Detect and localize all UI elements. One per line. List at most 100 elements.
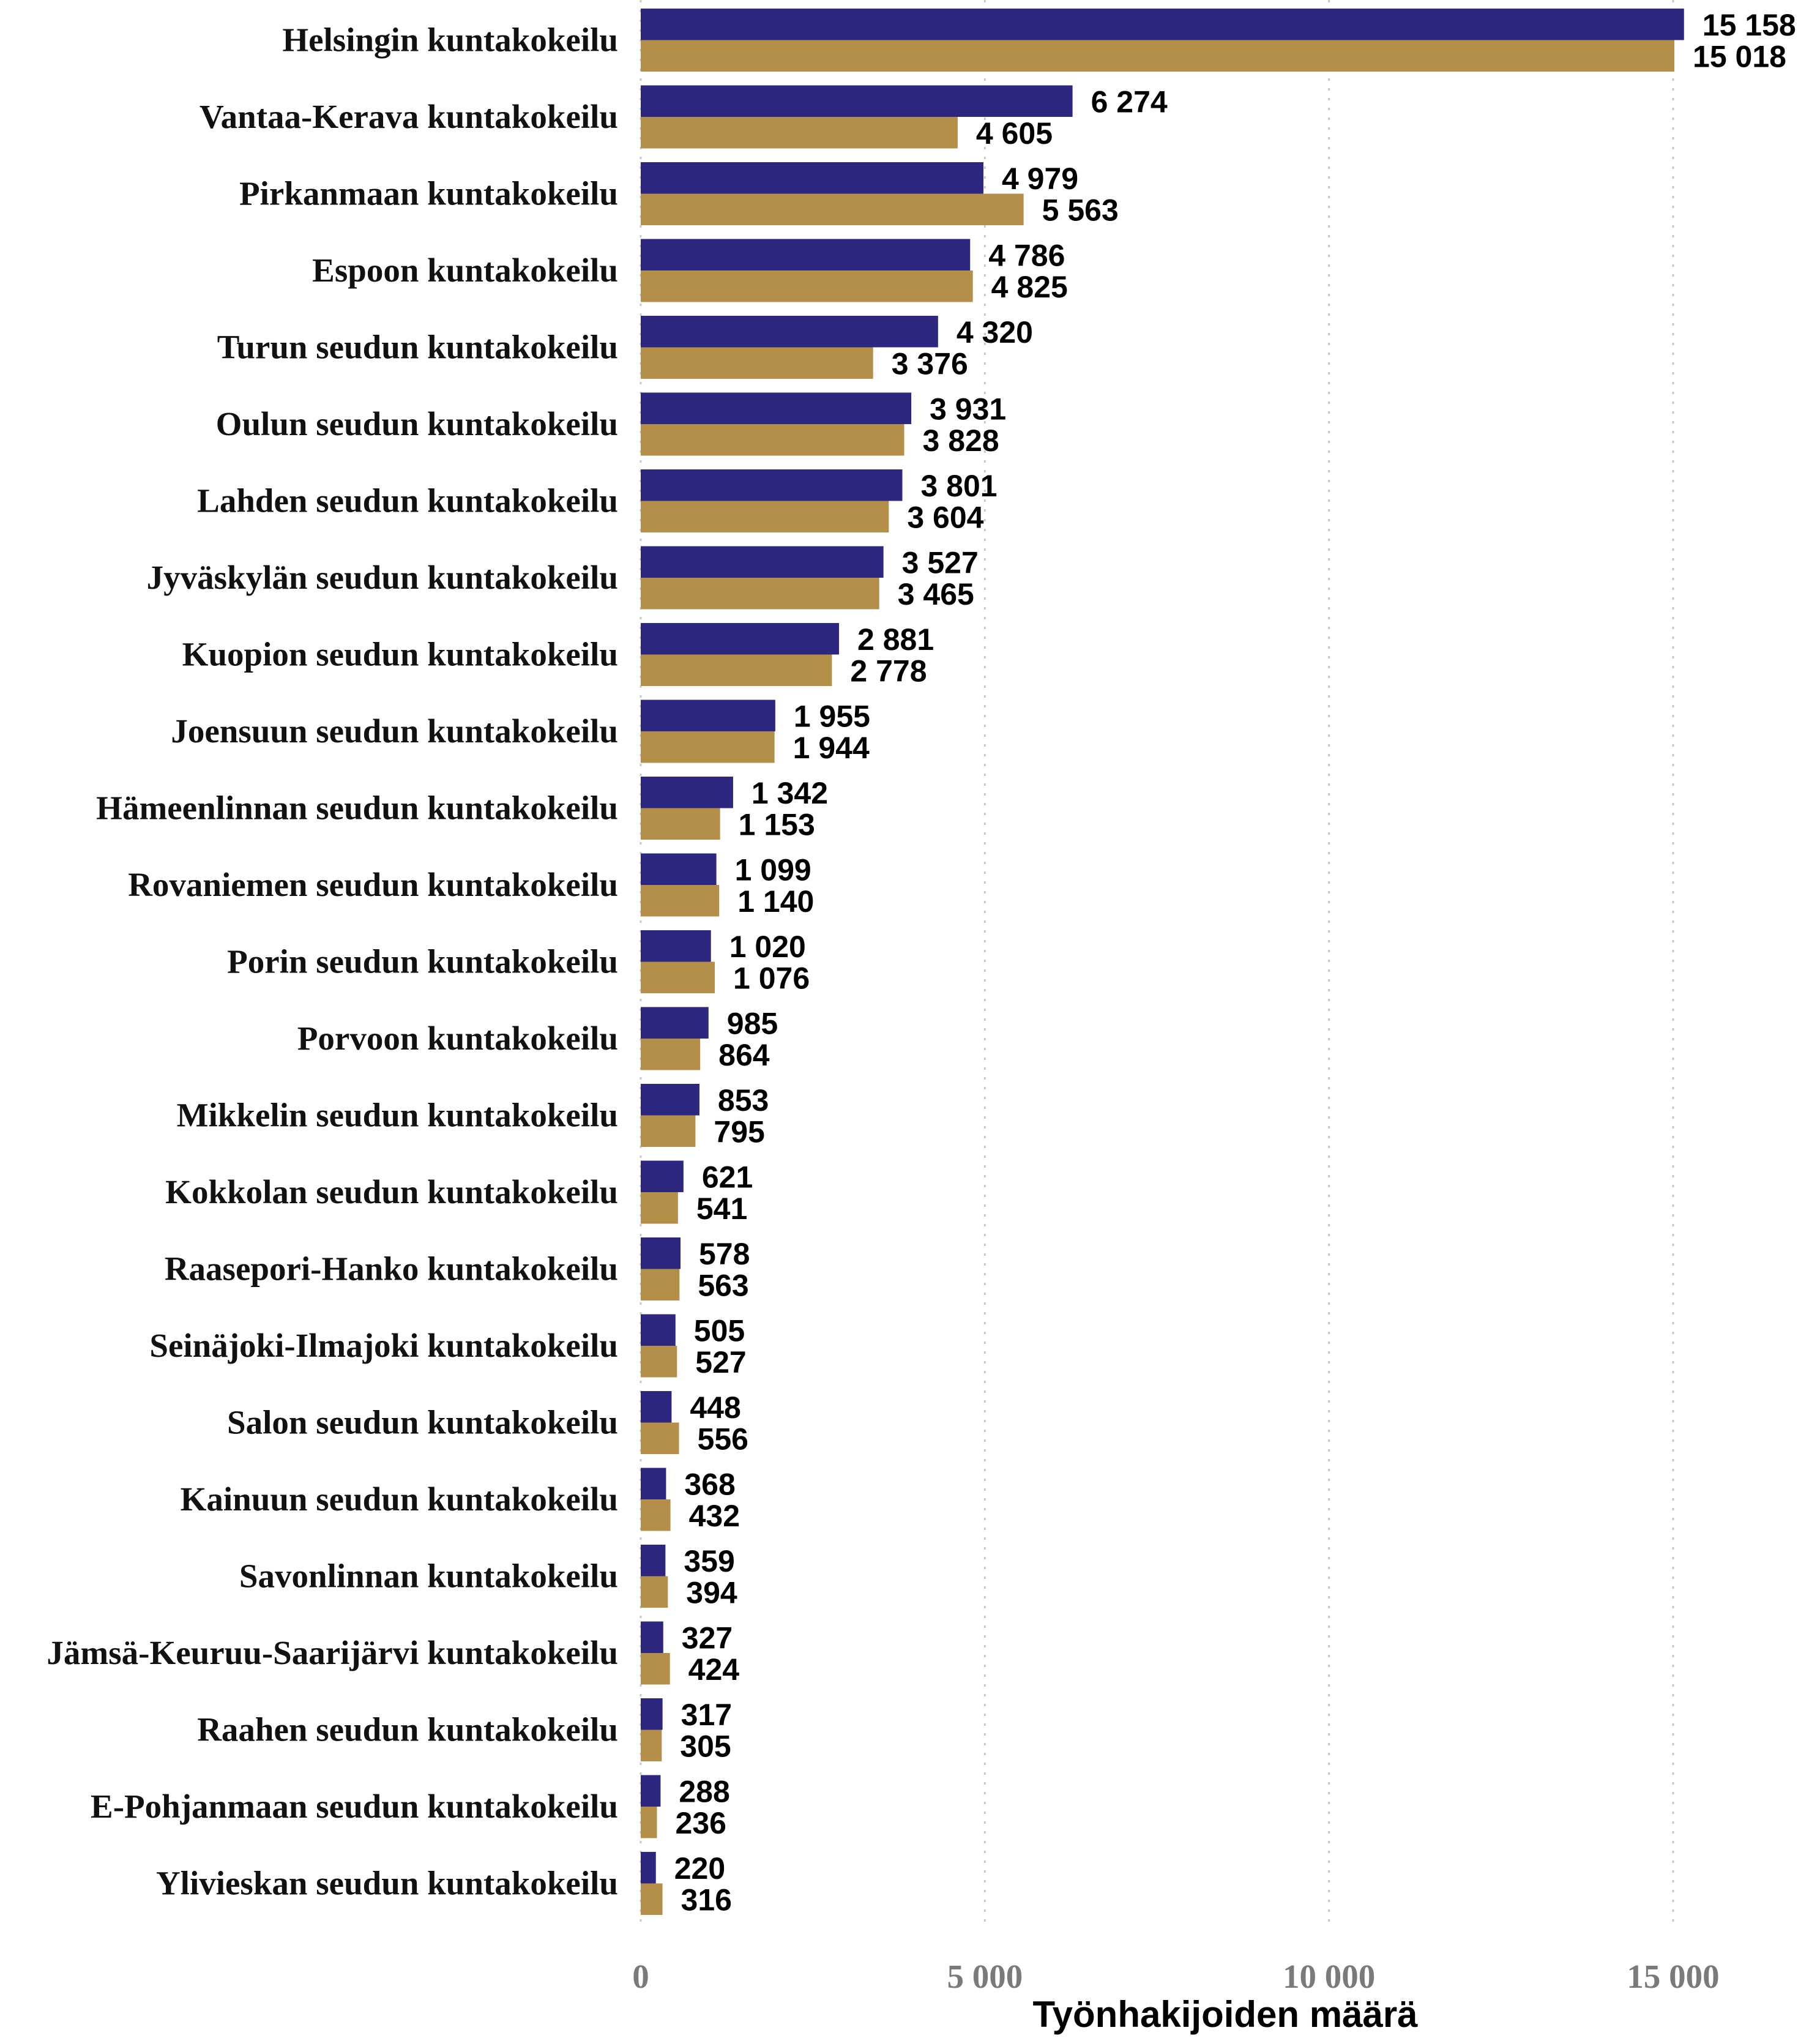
category-label: Turun seudun kuntakokeilu bbox=[217, 329, 618, 366]
bar-series-1 bbox=[641, 1468, 666, 1499]
data-label-series-1: 2 881 bbox=[857, 622, 934, 657]
data-label-series-1: 288 bbox=[679, 1774, 729, 1808]
data-label-series-2: 864 bbox=[718, 1038, 770, 1072]
bar-series-2 bbox=[641, 1192, 678, 1224]
bar-series-2 bbox=[641, 117, 958, 149]
bar-series-2 bbox=[641, 1729, 662, 1761]
bar-series-1 bbox=[641, 1775, 661, 1807]
data-label-series-1: 1 099 bbox=[735, 853, 811, 887]
category-label: Ylivieskan seudun kuntakokeilu bbox=[156, 1865, 618, 1902]
bar-series-2 bbox=[641, 424, 904, 456]
data-label-series-2: 432 bbox=[689, 1499, 740, 1533]
bar-series-2 bbox=[641, 961, 715, 993]
data-label-series-2: 563 bbox=[698, 1268, 748, 1302]
x-tick-label: 0 bbox=[632, 1958, 649, 1995]
category-label: Raasepori-Hanko kuntakokeilu bbox=[165, 1250, 618, 1288]
data-label-series-2: 424 bbox=[688, 1652, 740, 1687]
category-label: Mikkelin seudun kuntakokeilu bbox=[177, 1097, 618, 1134]
bar-series-2 bbox=[641, 1653, 670, 1685]
bar-series-1 bbox=[641, 316, 938, 348]
data-label-series-1: 220 bbox=[674, 1851, 725, 1886]
category-label: E-Pohjanmaan seudun kuntakokeilu bbox=[91, 1788, 618, 1825]
bar-series-1 bbox=[641, 1391, 672, 1423]
bar-series-2 bbox=[641, 271, 973, 302]
category-label: Kuopion seudun kuntakokeilu bbox=[182, 636, 618, 673]
data-label-series-2: 3 604 bbox=[907, 500, 983, 534]
data-label-series-2: 5 563 bbox=[1042, 193, 1119, 227]
data-label-series-2: 4 605 bbox=[976, 116, 1053, 151]
data-label-series-2: 3 828 bbox=[923, 423, 999, 458]
bar-series-1 bbox=[641, 469, 903, 501]
data-label-series-1: 985 bbox=[727, 1006, 778, 1040]
bar-series-2 bbox=[641, 1576, 668, 1608]
bar-series-1 bbox=[641, 239, 971, 271]
bar-series-1 bbox=[641, 1237, 681, 1269]
bar-series-2 bbox=[641, 40, 1675, 72]
category-label: Joensuun seudun kuntakokeilu bbox=[171, 712, 618, 750]
category-label: Porvoon kuntakokeilu bbox=[297, 1020, 618, 1057]
bar-series-2 bbox=[641, 1807, 657, 1838]
bar-series-1 bbox=[641, 9, 1684, 40]
category-label: Jämsä-Keuruu-Saarijärvi kuntakokeilu bbox=[47, 1634, 618, 1671]
bar-series-1 bbox=[641, 1314, 676, 1346]
bar-series-2 bbox=[641, 654, 832, 686]
data-label-series-1: 448 bbox=[690, 1390, 740, 1425]
category-label: Salon seudun kuntakokeilu bbox=[227, 1404, 618, 1441]
data-label-series-2: 15 018 bbox=[1693, 39, 1786, 73]
bar-series-1 bbox=[641, 85, 1073, 117]
x-tick-label: 10 000 bbox=[1283, 1958, 1375, 1995]
bar-series-2 bbox=[641, 885, 720, 917]
category-label: Helsingin kuntakokeilu bbox=[282, 21, 618, 59]
data-label-series-1: 327 bbox=[682, 1621, 733, 1655]
category-label: Jyväskylän seudun kuntakokeilu bbox=[147, 559, 618, 596]
data-label-series-2: 4 825 bbox=[991, 270, 1068, 304]
data-label-series-1: 3 801 bbox=[920, 469, 997, 503]
bar-series-2 bbox=[641, 1883, 663, 1915]
data-label-series-2: 394 bbox=[686, 1575, 737, 1610]
category-label: Vantaa-Kerava kuntakokeilu bbox=[200, 98, 618, 135]
data-label-series-2: 2 778 bbox=[850, 654, 927, 688]
data-label-series-2: 236 bbox=[676, 1806, 726, 1840]
data-label-series-1: 621 bbox=[702, 1160, 753, 1194]
bar-series-1 bbox=[641, 1007, 709, 1039]
bar-series-1 bbox=[641, 623, 840, 655]
bars bbox=[641, 9, 1684, 1915]
data-label-series-1: 3 527 bbox=[902, 545, 979, 580]
bar-series-1 bbox=[641, 1852, 656, 1884]
bar-series-2 bbox=[641, 501, 889, 532]
bar-series-2 bbox=[641, 1346, 677, 1378]
data-label-series-2: 795 bbox=[714, 1114, 764, 1149]
category-label: Oulun seudun kuntakokeilu bbox=[216, 405, 618, 442]
bar-series-2 bbox=[641, 347, 873, 379]
data-label-series-1: 3 931 bbox=[930, 392, 1006, 426]
category-label: Porin seudun kuntakokeilu bbox=[227, 943, 618, 980]
bar-series-2 bbox=[641, 1422, 679, 1454]
bar-series-1 bbox=[641, 1621, 663, 1653]
bar-series-1 bbox=[641, 700, 775, 731]
bar-series-1 bbox=[641, 1545, 666, 1576]
data-label-series-1: 359 bbox=[684, 1544, 734, 1578]
bar-series-2 bbox=[641, 1039, 701, 1070]
x-axis: 0 5 000 10 000 15 000 bbox=[632, 1958, 1719, 1995]
data-label-series-1: 853 bbox=[718, 1083, 769, 1118]
data-label-series-2: 316 bbox=[681, 1882, 732, 1917]
data-label-series-2: 541 bbox=[696, 1192, 747, 1226]
data-label-series-2: 527 bbox=[695, 1345, 746, 1379]
data-label-series-1: 4 320 bbox=[957, 315, 1033, 349]
data-label-series-2: 3 465 bbox=[898, 577, 974, 611]
category-label: Kokkolan seudun kuntakokeilu bbox=[165, 1173, 618, 1211]
category-label: Lahden seudun kuntakokeilu bbox=[197, 482, 618, 520]
category-label: Kainuun seudun kuntakokeilu bbox=[181, 1480, 618, 1518]
bar-series-2 bbox=[641, 1115, 696, 1147]
x-tick-label: 5 000 bbox=[947, 1958, 1023, 1995]
bar-series-2 bbox=[641, 808, 720, 840]
bar-series-1 bbox=[641, 1084, 699, 1116]
data-label-series-2: 3 376 bbox=[892, 346, 968, 381]
data-label-series-2: 1 153 bbox=[739, 807, 815, 841]
bar-series-1 bbox=[641, 930, 711, 962]
data-label-series-2: 1 076 bbox=[733, 961, 810, 995]
data-label-series-1: 368 bbox=[684, 1467, 735, 1501]
data-label-series-2: 305 bbox=[680, 1729, 731, 1763]
category-label: Pirkanmaan kuntakokeilu bbox=[239, 175, 618, 212]
